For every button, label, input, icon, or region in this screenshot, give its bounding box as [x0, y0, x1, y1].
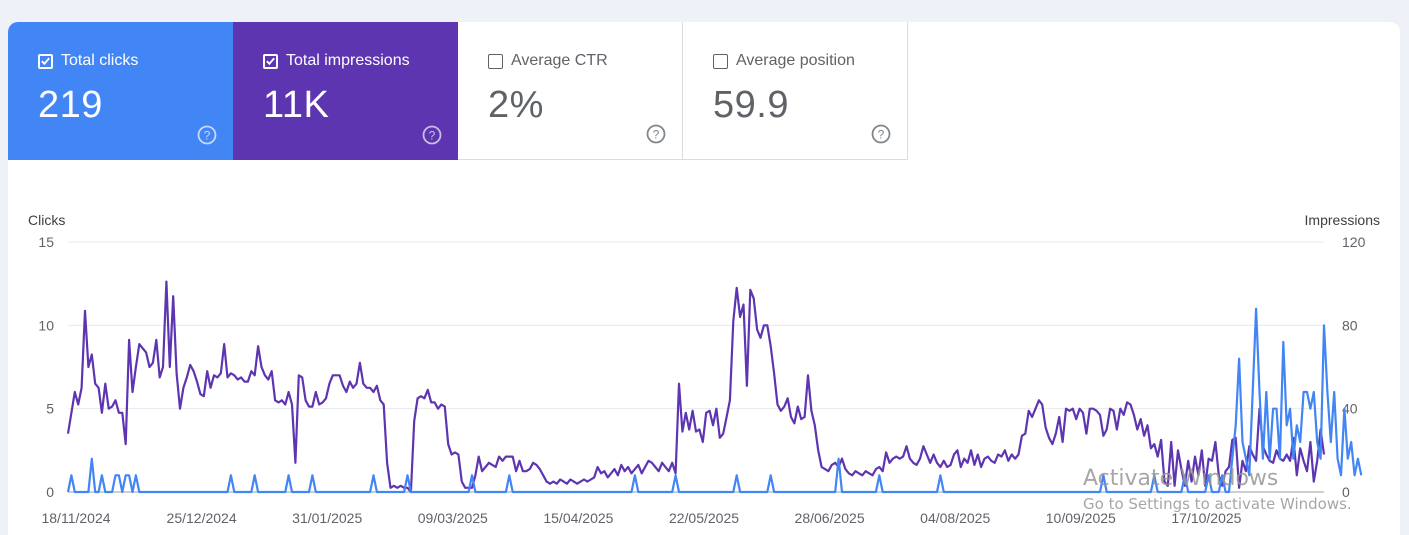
checkbox-icon[interactable]: [263, 53, 278, 69]
y-tick-label-right: 120: [1342, 234, 1366, 250]
metric-label: Total impressions: [286, 52, 410, 69]
help-icon[interactable]: ?: [197, 125, 217, 145]
x-tick-label: 10/09/2025: [1046, 510, 1116, 526]
metric-value: 11K: [263, 84, 330, 126]
y-tick-label-left: 15: [38, 234, 54, 250]
x-tick-label: 17/10/2025: [1171, 510, 1241, 526]
left-axis-title: Clicks: [28, 212, 65, 228]
x-tick-label: 28/06/2025: [795, 510, 865, 526]
performance-chart: Clicks Impressions 0 0 5 40 10 80 15 120 18/11/2…: [8, 182, 1400, 535]
performance-card: Total clicks 219 ? Total impressions 11K…: [8, 22, 1400, 535]
metric-label: Average position: [736, 52, 855, 69]
metric-total-clicks[interactable]: Total clicks 219 ?: [8, 22, 233, 160]
x-tick-label: 04/08/2025: [920, 510, 990, 526]
metric-label: Average CTR: [511, 52, 608, 69]
svg-text:?: ?: [878, 128, 885, 142]
x-tick-label: 09/03/2025: [418, 510, 488, 526]
y-tick-label-right: 40: [1342, 401, 1358, 417]
metric-total-impressions[interactable]: Total impressions 11K ?: [233, 22, 458, 160]
watermark-title: Activate Windows: [1083, 466, 1279, 491]
chart-svg: Clicks Impressions 0 0 5 40 10 80 15 120 18/11/2…: [28, 212, 1380, 526]
metric-value: 59.9: [713, 84, 789, 126]
x-tick-label: 25/12/2024: [167, 510, 237, 526]
help-icon[interactable]: ?: [871, 124, 891, 144]
metric-tabs: Total clicks 219 ? Total impressions 11K…: [8, 22, 908, 160]
metric-average-ctr[interactable]: Average CTR 2% ?: [458, 22, 683, 160]
svg-text:?: ?: [204, 129, 211, 143]
x-tick-label: 18/11/2024: [41, 510, 110, 526]
svg-text:?: ?: [653, 128, 660, 142]
axis-ticks: 0 0 5 40 10 80 15 120 18/11/2024 25/12/2024 31/01/…: [38, 234, 1365, 526]
right-axis-title: Impressions: [1305, 212, 1380, 228]
checkbox-icon[interactable]: [713, 53, 728, 69]
metric-value: 219: [38, 84, 103, 126]
impressions-series-line: [66, 280, 1326, 494]
metric-value: 2%: [488, 84, 544, 126]
y-tick-label-right: 0: [1342, 484, 1350, 500]
windows-activation-watermark: Activate Windows Go to Settings to activ…: [1083, 466, 1352, 513]
svg-text:?: ?: [429, 129, 436, 143]
checkbox-icon[interactable]: [488, 53, 503, 69]
x-tick-label: 15/04/2025: [543, 510, 613, 526]
metric-label: Total clicks: [61, 52, 139, 69]
clicks-series-line: [66, 307, 1363, 494]
help-icon[interactable]: ?: [422, 125, 442, 145]
checkbox-icon[interactable]: [38, 53, 53, 69]
series-group: [66, 280, 1363, 494]
help-icon[interactable]: ?: [646, 124, 666, 144]
x-tick-label: 31/01/2025: [292, 510, 362, 526]
metric-average-position[interactable]: Average position 59.9 ?: [683, 22, 908, 160]
y-tick-label-right: 80: [1342, 317, 1358, 333]
y-tick-label-left: 10: [38, 317, 54, 333]
watermark-subtitle: Go to Settings to activate Windows.: [1083, 495, 1352, 513]
y-tick-label-left: 5: [46, 401, 54, 417]
y-tick-label-left: 0: [46, 484, 54, 500]
x-tick-label: 22/05/2025: [669, 510, 739, 526]
